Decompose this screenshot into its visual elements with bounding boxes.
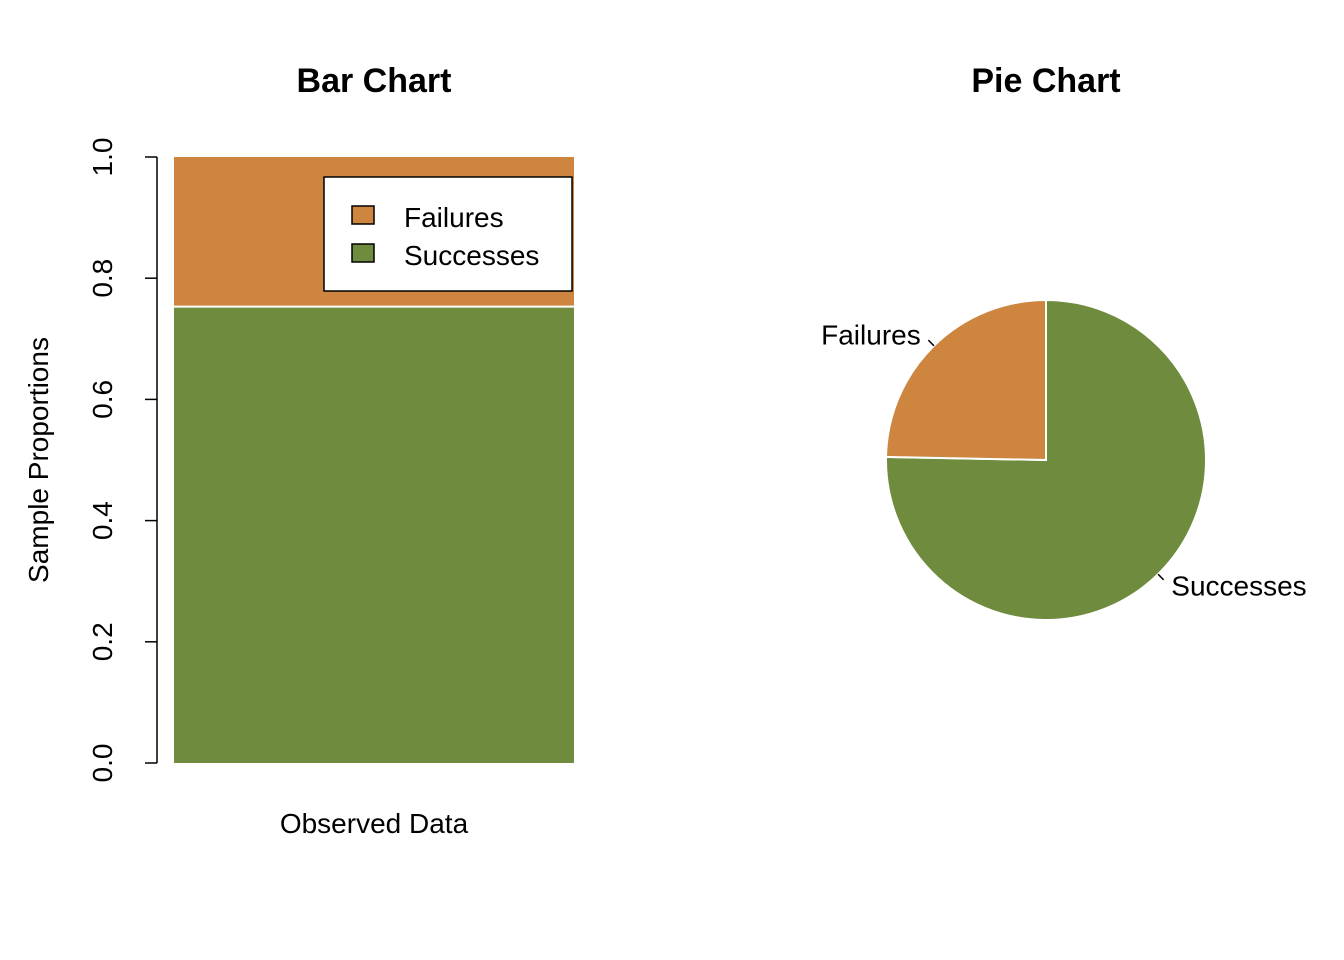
pie-chart-title: Pie Chart (971, 62, 1120, 100)
legend: Failures Successes (323, 176, 573, 292)
pie: Failures Successes (821, 298, 1307, 621)
y-tick-label: 0.4 (87, 501, 118, 540)
y-tick-label: 1.0 (87, 138, 118, 177)
bar-chart-panel: Bar Chart 0.0 0.2 0.4 0.6 0.8 1.0 Sample Prop… (23, 62, 574, 839)
legend-swatch-failures (351, 205, 375, 225)
pie-label-failures: Failures (821, 319, 921, 350)
y-tick-label: 0.6 (87, 380, 118, 419)
pie-label-successes: Successes (1171, 571, 1306, 602)
y-tick-label: 0.8 (87, 259, 118, 298)
pie-leader-failures (927, 339, 935, 347)
x-axis-label: Observed Data (280, 808, 469, 839)
y-axis-label: Sample Proportions (23, 337, 54, 583)
legend-box (323, 176, 573, 292)
legend-swatch-successes (351, 243, 375, 263)
y-tick-label: 0.2 (87, 622, 118, 661)
pie-chart-panel: Pie Chart Failures Successes (821, 62, 1307, 621)
pie-leader-successes (1157, 573, 1165, 581)
y-tick-label: 0.0 (87, 744, 118, 783)
legend-label-successes: Successes (404, 240, 539, 271)
bar-segment-successes (174, 306, 574, 763)
bar-chart-title: Bar Chart (297, 62, 452, 100)
legend-label-failures: Failures (404, 202, 504, 233)
y-axis-ticks: 0.0 0.2 0.4 0.6 0.8 1.0 (87, 138, 157, 783)
